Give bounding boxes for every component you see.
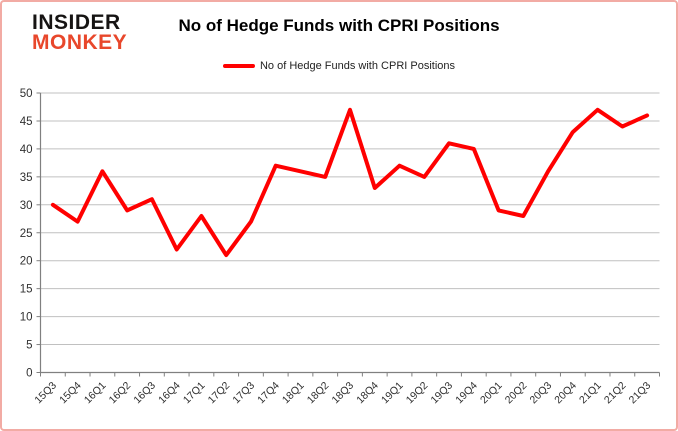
- x-tick-label: 15Q4: [57, 380, 84, 407]
- x-tick-label: 20Q4: [552, 380, 579, 407]
- gridlines: [40, 92, 660, 346]
- x-tick-label: 17Q1: [181, 380, 208, 407]
- logo-word-monkey: MONKEY: [32, 30, 128, 54]
- series-line-hedge-funds: [50, 107, 650, 258]
- x-tick-label: 20Q2: [503, 380, 530, 407]
- x-tick-label: 21Q3: [627, 380, 654, 407]
- x-tick-label: 18Q2: [305, 380, 332, 407]
- x-tick-label: 17Q3: [230, 380, 257, 407]
- y-tick-label: 20: [20, 256, 33, 268]
- y-tick-label: 50: [20, 88, 33, 100]
- legend-label: No of Hedge Funds with CPRI Positions: [259, 60, 456, 72]
- insider-monkey-logo: INSIDER MONKEY: [32, 11, 128, 54]
- y-tick-label: 45: [20, 116, 33, 128]
- y-tick-label: 15: [20, 284, 33, 296]
- y-axis-labels: 0 5 10 15 20 25 30 35 40 45 50: [20, 88, 33, 380]
- chart-title: No of Hedge Funds with CPRI Positions: [178, 16, 500, 35]
- x-tick-label: 21Q1: [577, 380, 604, 407]
- x-tick-label: 19Q4: [453, 380, 480, 407]
- y-tick-label: 25: [20, 228, 33, 240]
- x-tick-label: 15Q3: [32, 380, 59, 407]
- x-tick-label: 20Q3: [528, 380, 555, 407]
- y-tick-label: 40: [20, 144, 33, 156]
- y-tick-label: 35: [20, 172, 33, 184]
- x-tick-label: 21Q2: [602, 380, 629, 407]
- y-tick-label: 0: [26, 368, 32, 380]
- x-tick-label: 16Q3: [131, 380, 158, 407]
- x-tick-label: 16Q1: [82, 380, 109, 407]
- logo-word-insider: INSIDER: [32, 11, 121, 34]
- y-tick-label: 5: [26, 340, 32, 352]
- x-tick-label: 16Q4: [156, 380, 183, 407]
- x-tick-label: 18Q1: [280, 380, 307, 407]
- x-tick-label: 18Q3: [329, 380, 356, 407]
- x-tick-label: 20Q1: [478, 380, 505, 407]
- x-tick-label: 18Q4: [354, 380, 381, 407]
- x-tick-label: 17Q4: [255, 380, 282, 407]
- x-tick-label: 19Q1: [379, 380, 406, 407]
- legend: No of Hedge Funds with CPRI Positions: [2, 60, 676, 72]
- y-tick-label: 30: [20, 200, 33, 212]
- legend-line-swatch: [222, 64, 255, 68]
- axes: [36, 92, 660, 377]
- x-tick-label: 19Q2: [404, 380, 431, 407]
- y-tick-label: 10: [20, 312, 33, 324]
- x-axis-labels: 15Q315Q416Q116Q216Q316Q417Q117Q217Q317Q4…: [32, 380, 653, 407]
- x-tick-label: 17Q2: [206, 380, 233, 407]
- x-tick-label: 16Q2: [107, 380, 134, 407]
- x-tick-label: 19Q3: [429, 380, 456, 407]
